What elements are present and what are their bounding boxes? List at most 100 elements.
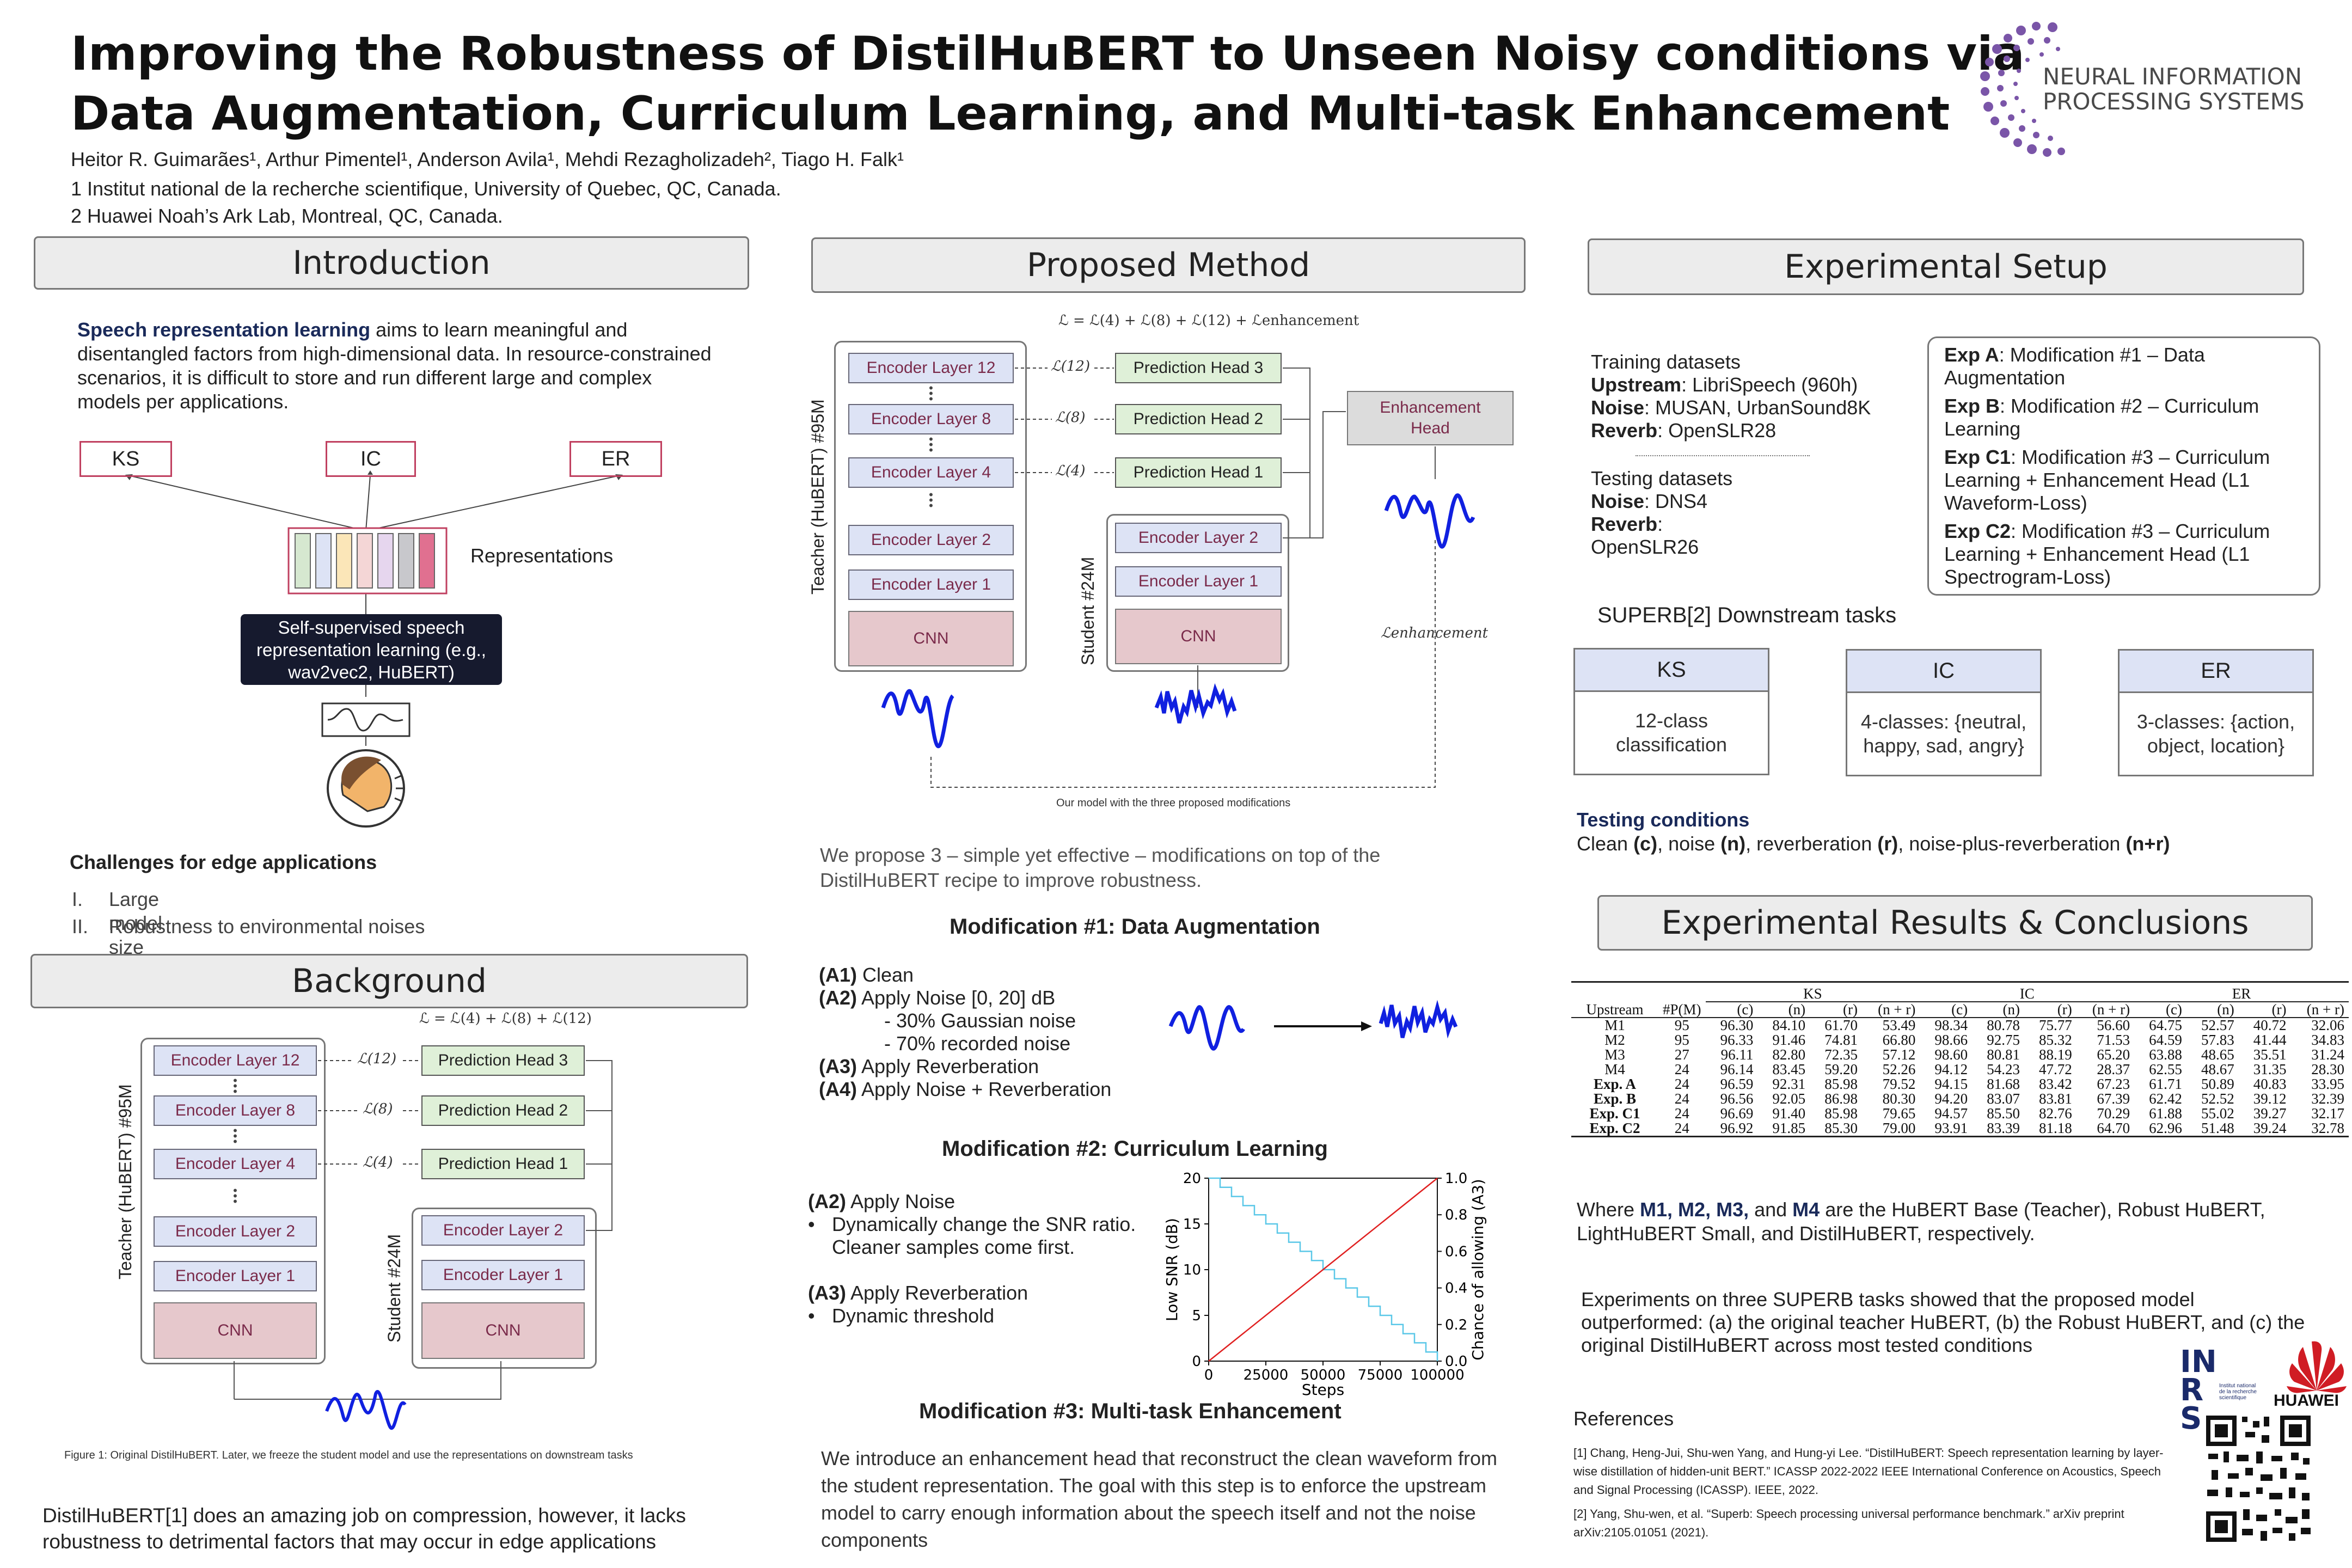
table-cell: 75.77 bbox=[2039, 1017, 2072, 1033]
table-cell: 81.68 bbox=[1987, 1076, 2020, 1092]
section-introduction: Introduction bbox=[34, 236, 749, 290]
table-row: M3 27 96.11 82.80 72.35 57.12 98.60 80.81 88.19 6… bbox=[1571, 1048, 2349, 1062]
table-cell: 39.27 bbox=[2253, 1105, 2287, 1122]
table-cell: 83.45 bbox=[1772, 1061, 1806, 1077]
y-tick-label: 15 bbox=[1183, 1216, 1201, 1233]
m-encoder-layer-2: Encoder Layer 2 bbox=[848, 525, 1014, 555]
y2-tick-label: 0.0 bbox=[1445, 1353, 1467, 1370]
section-results: Experimental Results & Conclusions bbox=[1597, 895, 2313, 951]
mod1-item: (A2) Apply Noise [0, 20] dB bbox=[819, 987, 1111, 1009]
downstream-task-ic: IC 4-classes: {neutral, happy, sad, angry… bbox=[1846, 649, 2042, 776]
item-val: : bbox=[1657, 513, 1663, 535]
conclusion-text: Experiments on three SUPERB tasks showed… bbox=[1581, 1288, 2305, 1356]
y2-tick-label: 0.2 bbox=[1445, 1317, 1467, 1333]
item-key: (A3) bbox=[808, 1282, 846, 1304]
table-cell: 61.71 bbox=[2149, 1076, 2182, 1092]
y2-axis-label: Chance of allowing (A3) bbox=[1469, 1179, 1487, 1360]
mod1-item: - 70% recorded noise bbox=[819, 1032, 1111, 1055]
table-cell: 67.39 bbox=[2097, 1091, 2130, 1107]
m-encoder-layer-1: Encoder Layer 1 bbox=[848, 569, 1014, 600]
y2-tick-label: 0.4 bbox=[1445, 1281, 1467, 1297]
y-tick-label: 0 bbox=[1192, 1353, 1201, 1370]
bg-encoder-layer-8: Encoder Layer 8 bbox=[154, 1095, 317, 1126]
logo-line-1: NEURAL INFORMATION bbox=[2043, 63, 2302, 90]
table-cell: 53.49 bbox=[1882, 1017, 1916, 1033]
table-cell: 24 bbox=[1674, 1076, 1689, 1092]
table-cell: 57.12 bbox=[1882, 1046, 1916, 1063]
table-cell: 56.60 bbox=[2097, 1017, 2130, 1033]
table-cell: 52.57 bbox=[2201, 1017, 2234, 1033]
exp-item: Exp C2: Modification #3 – Curriculum Lea… bbox=[1944, 520, 2304, 589]
item-key: Reverb bbox=[1591, 513, 1658, 535]
table-group-row: KS IC ER bbox=[1571, 987, 2349, 1002]
y-tick-label: 20 bbox=[1183, 1171, 1201, 1187]
m-student-encoder-layer-2: Encoder Layer 2 bbox=[1115, 523, 1282, 553]
bg-student-cnn: CNN bbox=[421, 1302, 585, 1359]
method-teacher-frame bbox=[834, 341, 1027, 672]
item-key: Exp B bbox=[1944, 395, 2000, 417]
exp-item: Exp B: Modification #2 – Curriculum Lear… bbox=[1944, 395, 2304, 440]
table-cell: 32.17 bbox=[2311, 1105, 2344, 1122]
m-encoder-layer-4: Encoder Layer 4 bbox=[848, 457, 1014, 488]
reference-1: [1] Chang, Heng-Jui, Shu-wen Yang, and H… bbox=[1573, 1446, 2164, 1497]
table-cell: 50.89 bbox=[2201, 1076, 2234, 1092]
m-teacher-cnn: CNN bbox=[848, 611, 1014, 666]
table-cell: 95 bbox=[1674, 1032, 1689, 1048]
cond-text: Clean bbox=[1577, 832, 1634, 855]
table-cell: 80.81 bbox=[1987, 1046, 2020, 1063]
cond-code: (c) bbox=[1633, 832, 1658, 855]
table-header-cell: (n + r) bbox=[2076, 1002, 2135, 1018]
qr-code-icon bbox=[2206, 1416, 2311, 1542]
m-dots: • • • bbox=[929, 381, 933, 406]
bg-student-encoder-layer-2: Encoder Layer 2 bbox=[421, 1215, 585, 1246]
table-cell: M1 bbox=[1604, 1017, 1625, 1033]
table-cell: 83.07 bbox=[1987, 1091, 2020, 1107]
table-group-ks: KS bbox=[1705, 987, 1920, 1002]
table-cell: 65.20 bbox=[2097, 1046, 2130, 1063]
item-val: : DNS4 bbox=[1644, 490, 1708, 512]
item-val: : MUSAN, UrbanSound8K bbox=[1644, 396, 1871, 419]
cond-code: (r) bbox=[1877, 832, 1898, 855]
bullet: • bbox=[808, 1304, 815, 1327]
bg-encoder-layer-12: Encoder Layer 12 bbox=[154, 1045, 317, 1076]
m-student-cnn: CNN bbox=[1115, 609, 1282, 664]
qr-code[interactable] bbox=[2204, 1413, 2313, 1544]
bg-teacher-cnn: CNN bbox=[154, 1302, 317, 1359]
mod2-text: (A2) Apply Noise • Dynamically change the… bbox=[808, 1190, 1156, 1327]
table-cell: 34.83 bbox=[2311, 1032, 2344, 1048]
table-top-rule bbox=[1571, 981, 2349, 983]
item-val: - 70% recorded noise bbox=[884, 1032, 1071, 1055]
table-header-cell: (r) bbox=[2238, 1002, 2291, 1018]
table-header-cell: (n) bbox=[2186, 1002, 2239, 1018]
dataset-divider bbox=[1636, 455, 1810, 456]
table-row: M2 95 96.33 91.46 74.81 66.80 98.66 92.75 85.32 7… bbox=[1571, 1033, 2349, 1048]
x-tick-label: 100000 bbox=[1410, 1367, 1464, 1383]
m-loss-12: ℒ(12) bbox=[1051, 358, 1091, 375]
where-and: and bbox=[1749, 1198, 1793, 1221]
item-val: - 30% Gaussian noise bbox=[884, 1009, 1076, 1032]
table-cell bbox=[1658, 987, 1706, 1002]
table-cell: 48.65 bbox=[2201, 1046, 2234, 1063]
item-key: (A2) bbox=[819, 987, 857, 1009]
m-student-encoder-layer-1: Encoder Layer 1 bbox=[1115, 566, 1282, 597]
task-desc: 12-class classification bbox=[1615, 709, 1728, 756]
challenge-text: Robustness to environmental noises bbox=[109, 915, 425, 938]
cond-code: (n) bbox=[1720, 832, 1746, 855]
test-item: Noise: DNS4 bbox=[1591, 490, 1732, 513]
mod1-list: (A1) Clean (A2) Apply Noise [0, 20] dB -… bbox=[819, 964, 1111, 1101]
table-cell: 24 bbox=[1674, 1091, 1689, 1107]
task-name: IC bbox=[1847, 651, 2040, 693]
table-cell: 96.56 bbox=[1720, 1091, 1754, 1107]
augmentation-illustration bbox=[1168, 1000, 1458, 1051]
table-cell: 94.12 bbox=[1934, 1061, 1968, 1077]
table-row: M4 24 96.14 83.45 59.20 52.26 94.12 54.23 47.72 2… bbox=[1571, 1062, 2349, 1077]
m-dots: • • • bbox=[929, 488, 933, 512]
table-row: Exp. B 24 96.56 92.05 86.98 80.30 94.20 83.07 83… bbox=[1571, 1092, 2349, 1106]
table-cell: 95 bbox=[1674, 1017, 1689, 1033]
student-frame bbox=[412, 1208, 597, 1369]
item-key: (A4) bbox=[819, 1078, 857, 1100]
x-axis-label: Steps bbox=[1302, 1381, 1344, 1399]
section-experimental-setup: Experimental Setup bbox=[1588, 238, 2304, 295]
test-item: Reverb: bbox=[1591, 513, 1732, 536]
table-cell: 94.15 bbox=[1934, 1076, 1968, 1092]
